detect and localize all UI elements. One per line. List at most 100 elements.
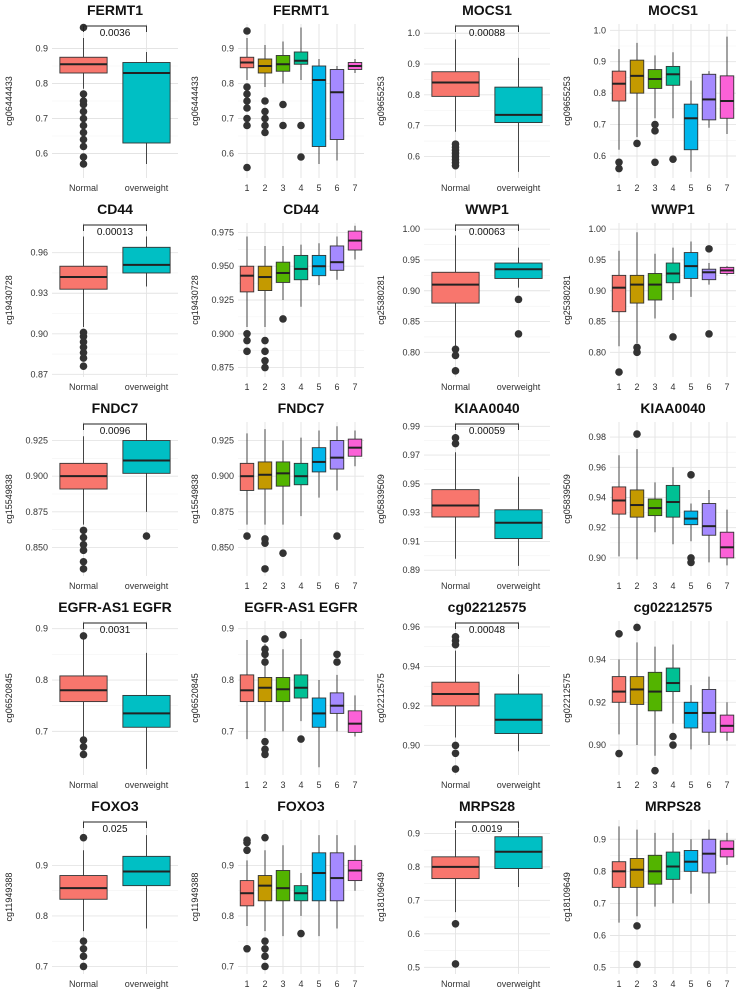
y-tick-label: 0.850 <box>211 542 234 552</box>
x-tick-label: 3 <box>652 581 657 591</box>
boxplot-svg: cg02212575 cg02212575 0.90 0.92 0.94 1 2 3 4 5 6 7 <box>562 599 736 790</box>
outlier-point <box>261 128 269 137</box>
x-tick-label: 4 <box>298 780 303 790</box>
x-tick-label: 5 <box>688 183 693 193</box>
x-tick-label: 3 <box>652 979 657 989</box>
x-tick-label: 1 <box>616 780 621 790</box>
p-value-label: 0.00048 <box>469 625 506 636</box>
outlier-point <box>79 107 88 116</box>
x-tick-label: 4 <box>298 382 303 392</box>
outlier-point <box>633 139 641 148</box>
x-tick-label: Normal <box>69 382 98 392</box>
boxplot-svg: EGFR-AS1 EGFR cg06520845 0.7 0.8 0.9 1 2 3 4 5 6 7 <box>190 599 364 790</box>
x-tick-label: 4 <box>670 979 675 989</box>
x-tick-label: 3 <box>652 183 657 193</box>
boxplot-svg: FERMT1 cg06444433 0.6 0.7 0.8 0.9 1 2 3 4 5 6 7 <box>190 2 364 193</box>
y-tick-label: 0.8 <box>407 90 420 100</box>
panel-title: FNDC7 <box>92 400 139 416</box>
x-tick-label: 6 <box>706 382 711 392</box>
x-tick-label: 1 <box>616 183 621 193</box>
outlier-point <box>333 650 341 659</box>
x-tick-label: 7 <box>352 581 357 591</box>
y-tick-label: 0.9 <box>221 624 234 634</box>
box <box>665 667 681 693</box>
y-tick-label: 0.6 <box>407 151 420 161</box>
outlier-point <box>297 121 305 130</box>
box <box>701 503 717 536</box>
y-tick-label: 0.875 <box>25 507 48 517</box>
outlier-point <box>79 128 88 137</box>
outlier-point <box>243 347 251 356</box>
box <box>611 676 627 703</box>
outlier-point <box>651 766 659 775</box>
x-tick-label: overweight <box>497 780 541 790</box>
outlier-point <box>669 155 677 163</box>
p-value-label: 0.00088 <box>469 28 506 39</box>
outlier-point <box>79 348 88 357</box>
outlier-point <box>261 937 269 945</box>
x-tick-label: 2 <box>262 780 267 790</box>
outlier-point <box>79 632 88 640</box>
boxplot-panel: EGFR-AS1 EGFR cg06520845 0.7 0.8 0.9 1 2 3 4 5 6 7 <box>186 597 372 796</box>
significance-bracket <box>83 25 147 32</box>
x-tick-label: overweight <box>497 979 541 989</box>
x-tick-label: 5 <box>316 780 321 790</box>
outlier-point <box>243 90 251 98</box>
x-tick-label: overweight <box>497 183 541 193</box>
outlier-point <box>615 158 623 167</box>
outlier-point <box>261 363 269 372</box>
outlier-point <box>261 962 269 971</box>
p-value-label: 0.0036 <box>100 28 131 39</box>
y-tick-label: 0.975 <box>211 227 234 237</box>
outlier-point <box>514 330 523 338</box>
y-tick-label: 0.99 <box>402 421 420 431</box>
y-axis-label: cg11949388 <box>190 873 200 922</box>
outlier-point <box>79 354 88 362</box>
y-tick-label: 0.80 <box>402 347 420 357</box>
panel-title: EGFR-AS1 EGFR <box>244 599 358 615</box>
outlier-point <box>79 952 88 961</box>
x-tick-label: Normal <box>441 979 470 989</box>
y-tick-label: 0.9 <box>593 834 606 844</box>
outlier-point <box>79 362 88 370</box>
y-tick-label: 0.9 <box>221 860 234 870</box>
x-tick-label: overweight <box>125 581 169 591</box>
outlier-point <box>297 153 305 161</box>
outlier-point <box>669 333 677 341</box>
boxplot-svg: MRPS28 cg18109649 0.5 0.6 0.7 0.8 0.9 Normal ove… <box>376 798 550 989</box>
outlier-point <box>451 351 460 360</box>
panel-title: FERMT1 <box>273 2 329 18</box>
x-tick-label: overweight <box>125 979 169 989</box>
significance-bracket <box>83 423 147 430</box>
boxplot-svg: EGFR-AS1 EGFR cg06520845 0.7 0.8 0.9 Normal ov… <box>4 599 178 790</box>
y-tick-label: 0.96 <box>402 622 420 632</box>
box <box>311 65 327 147</box>
outlier-point <box>615 630 623 638</box>
y-tick-label: 0.90 <box>588 286 606 296</box>
x-tick-label: 7 <box>352 979 357 989</box>
x-tick-label: 7 <box>724 382 729 392</box>
x-tick-label: 3 <box>280 581 285 591</box>
x-tick-label: 1 <box>616 581 621 591</box>
box <box>59 675 108 703</box>
outlier-point <box>279 100 287 109</box>
outlier-point <box>79 546 88 555</box>
outlier-point <box>451 765 460 773</box>
outlier-point <box>451 749 460 758</box>
y-tick-label: 0.9 <box>221 44 234 54</box>
boxplot-panel: MOCS1 cg09655253 0.6 0.7 0.8 0.9 1.0 1 2 3 4 5 6 7 <box>558 0 744 199</box>
panel-title: FOXO3 <box>91 798 139 814</box>
box <box>719 714 735 733</box>
y-tick-label: 0.8 <box>35 675 48 685</box>
boxplot-panel: FNDC7 cg15549838 0.850 0.875 0.900 0.925 1 2 3 4 5… <box>186 398 372 597</box>
x-tick-label: 6 <box>706 780 711 790</box>
outlier-point <box>297 929 305 938</box>
box <box>122 694 171 728</box>
y-tick-label: 0.92 <box>588 523 606 533</box>
box <box>719 75 735 119</box>
boxplot-svg: WWP1 cg25380281 0.80 0.85 0.90 0.95 1.00 1 2 3 4 5 6… <box>562 201 736 392</box>
boxplot-panel: FOXO3 cg11949388 0.7 0.8 0.9 Normal overweight… <box>0 796 186 995</box>
significance-bracket <box>455 25 519 32</box>
outlier-point <box>705 330 713 338</box>
y-tick-label: 0.900 <box>25 471 48 481</box>
